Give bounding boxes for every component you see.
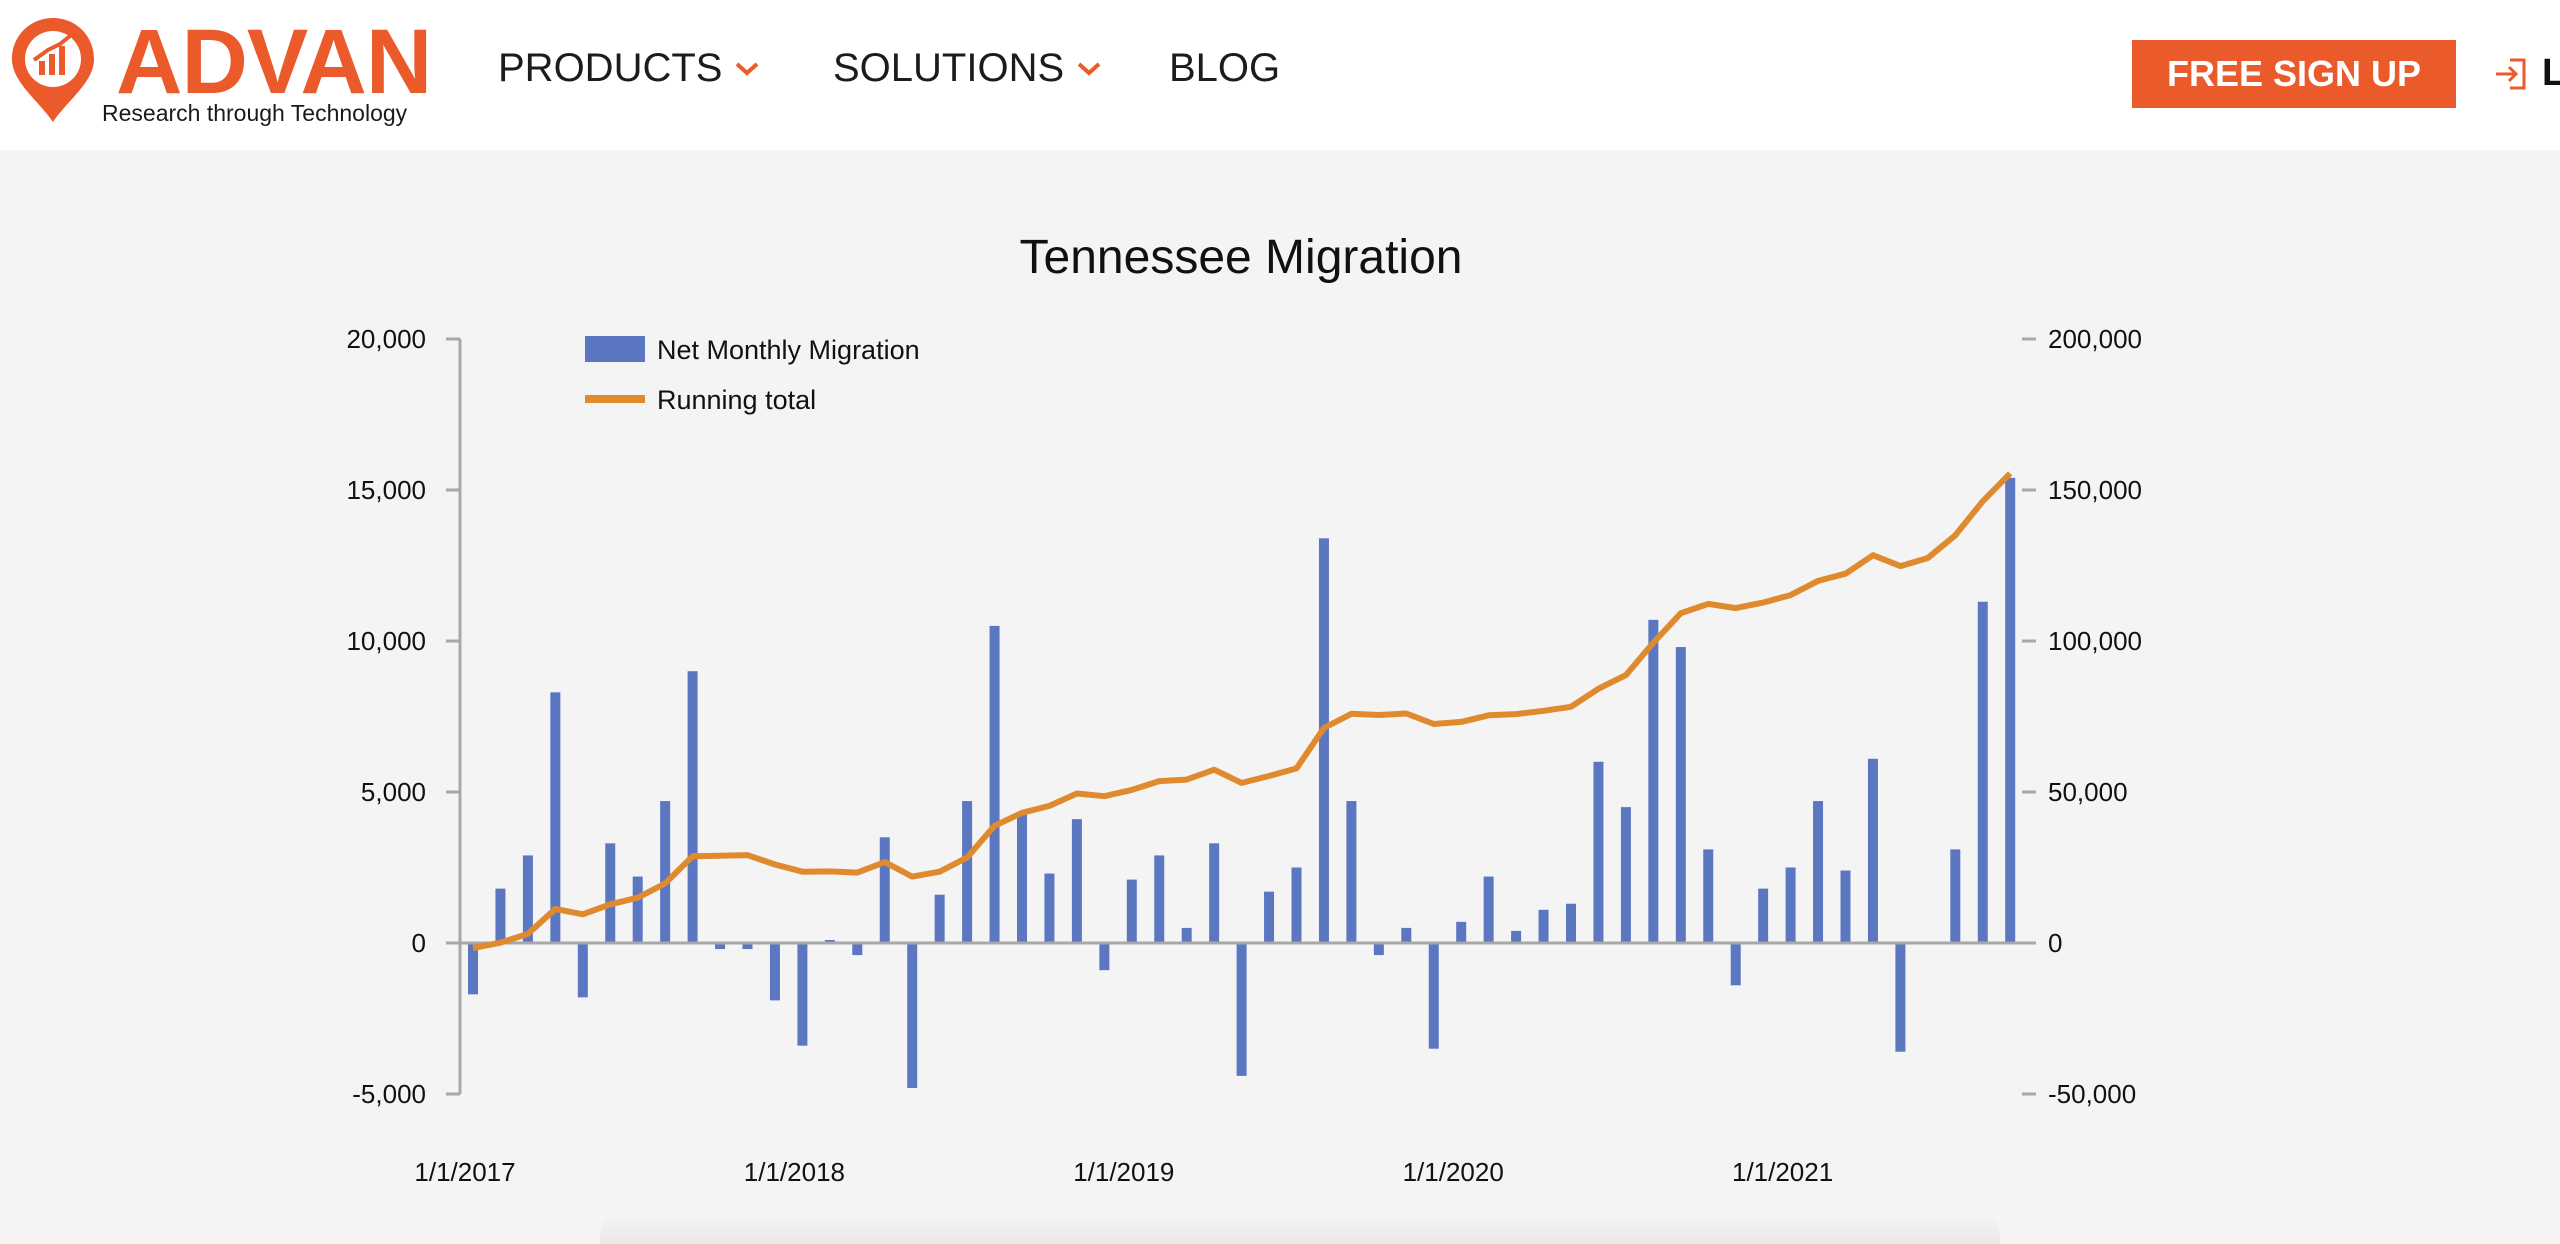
right-axis-tick-label: 200,000: [2048, 324, 2142, 354]
migration-bar: [1813, 801, 1824, 943]
migration-bar: [1456, 921, 1467, 943]
migration-bar: [1566, 903, 1576, 943]
login-link[interactable]: L: [2492, 52, 2560, 95]
migration-bar: [1593, 761, 1604, 943]
migration-bar: [715, 943, 726, 950]
migration-bar: [1840, 870, 1851, 943]
migration-bar: [852, 943, 863, 956]
map-pin-chart-icon: [12, 18, 94, 122]
login-icon: [2496, 58, 2526, 89]
migration-bar: [1675, 647, 1686, 943]
migration-bar: [797, 943, 808, 1046]
migration-bar: [1071, 819, 1082, 943]
migration-bar: [632, 876, 643, 943]
migration-bar: [769, 943, 780, 1001]
migration-bar: [1758, 888, 1769, 943]
x-axis-label: 1/1/2020: [1403, 1157, 1504, 1187]
migration-bar: [1373, 943, 1384, 956]
migration-bar: [660, 801, 671, 943]
migration-bar: [1126, 879, 1137, 943]
running-total-line: [472, 471, 2013, 952]
migration-bar: [468, 943, 478, 995]
migration-bar: [824, 939, 835, 943]
migration-bar: [1401, 927, 1412, 943]
right-axis-tick-label: 100,000: [2048, 626, 2142, 656]
migration-bar: [605, 843, 616, 943]
migration-bar: [495, 888, 506, 943]
migration-bar: [1950, 849, 1961, 943]
logo-brand: ADVAN: [116, 11, 432, 113]
migration-bar: [1154, 855, 1165, 943]
nav-blog[interactable]: BLOG: [1169, 46, 1280, 91]
migration-bar: [962, 801, 973, 943]
logo[interactable]: ADVAN Research through Technology: [8, 11, 432, 126]
login-label: L: [2542, 52, 2560, 94]
right-axis-tick-label: 0: [2048, 928, 2062, 958]
migration-bar: [1428, 943, 1439, 1049]
right-axis-tick-label: -50,000: [2048, 1079, 2136, 1109]
migration-bar: [687, 671, 698, 943]
migration-bar: [934, 894, 945, 943]
migration-bar: [1867, 758, 1878, 943]
legend-bar-label: Net Monthly Migration: [657, 335, 920, 365]
left-axis-tick-label: 20,000: [346, 324, 426, 354]
migration-bar: [550, 692, 561, 943]
nav-solutions[interactable]: SOLUTIONS: [833, 46, 1102, 91]
right-axis-tick-label: 150,000: [2048, 475, 2142, 505]
legend-bar-swatch: [585, 336, 645, 362]
migration-bar: [879, 837, 890, 943]
migration-chart: Tennessee Migration 20,000 15,000 10,000 5,0…: [346, 231, 2142, 1187]
left-axis-tick-label: 5,000: [361, 777, 426, 807]
migration-bar: [1181, 927, 1192, 943]
chart-title: Tennessee Migration: [1020, 231, 1463, 284]
migration-bar: [1264, 891, 1275, 943]
free-signup-button[interactable]: FREE SIGN UP: [2132, 40, 2456, 108]
migration-bar: [1730, 943, 1741, 986]
x-axis-label: 1/1/2019: [1073, 1157, 1174, 1187]
migration-bar: [1785, 867, 1796, 943]
migration-bar: [1703, 849, 1714, 943]
nav-solutions-label: SOLUTIONS: [833, 46, 1065, 90]
migration-bar: [522, 855, 533, 943]
left-axis-tick-label: 15,000: [346, 475, 426, 505]
migration-bar: [1483, 876, 1494, 943]
migration-bar: [1318, 538, 1329, 943]
migration-bar: [1346, 801, 1357, 943]
migration-bar: [1648, 619, 1659, 943]
migration-bar: [1511, 930, 1522, 943]
migration-bar: [907, 943, 918, 1088]
left-axis-tick-label: 0: [412, 928, 426, 958]
nav-products-label: PRODUCTS: [498, 46, 723, 90]
nav-blog-label: BLOG: [1169, 46, 1281, 90]
migration-bar: [1291, 867, 1302, 943]
x-axis-label: 1/1/2021: [1732, 1157, 1833, 1187]
right-axis-tick-label: 50,000: [2048, 777, 2128, 807]
migration-bar: [1620, 807, 1631, 943]
migration-bar: [1895, 943, 1906, 1052]
migration-bar: [2005, 477, 2016, 943]
migration-bar: [1236, 943, 1247, 1076]
migration-bar: [577, 943, 588, 998]
migration-bar: [1538, 909, 1549, 943]
site-header: ADVAN Research through Technology PRODUC…: [0, 0, 2560, 150]
content-card-edge: [600, 1214, 2000, 1244]
migration-bar: [1044, 873, 1055, 943]
legend-line-label: Running total: [657, 385, 816, 415]
migration-bar: [1099, 943, 1110, 971]
migration-bar: [742, 943, 753, 950]
migration-bar: [1209, 843, 1220, 943]
migration-bar: [1977, 601, 1988, 943]
chevron-down-icon: [736, 62, 759, 76]
left-axis-tick-label: 10,000: [346, 626, 426, 656]
migration-bar: [1017, 813, 1027, 943]
migration-bar: [989, 625, 1000, 943]
logo-tagline: Research through Technology: [102, 100, 408, 126]
nav-products[interactable]: PRODUCTS: [498, 46, 760, 91]
x-axis-label: 1/1/2018: [744, 1157, 845, 1187]
x-axis-label: 1/1/2017: [414, 1157, 515, 1187]
left-axis-tick-label: -5,000: [352, 1079, 426, 1109]
chevron-down-icon: [1077, 62, 1101, 76]
